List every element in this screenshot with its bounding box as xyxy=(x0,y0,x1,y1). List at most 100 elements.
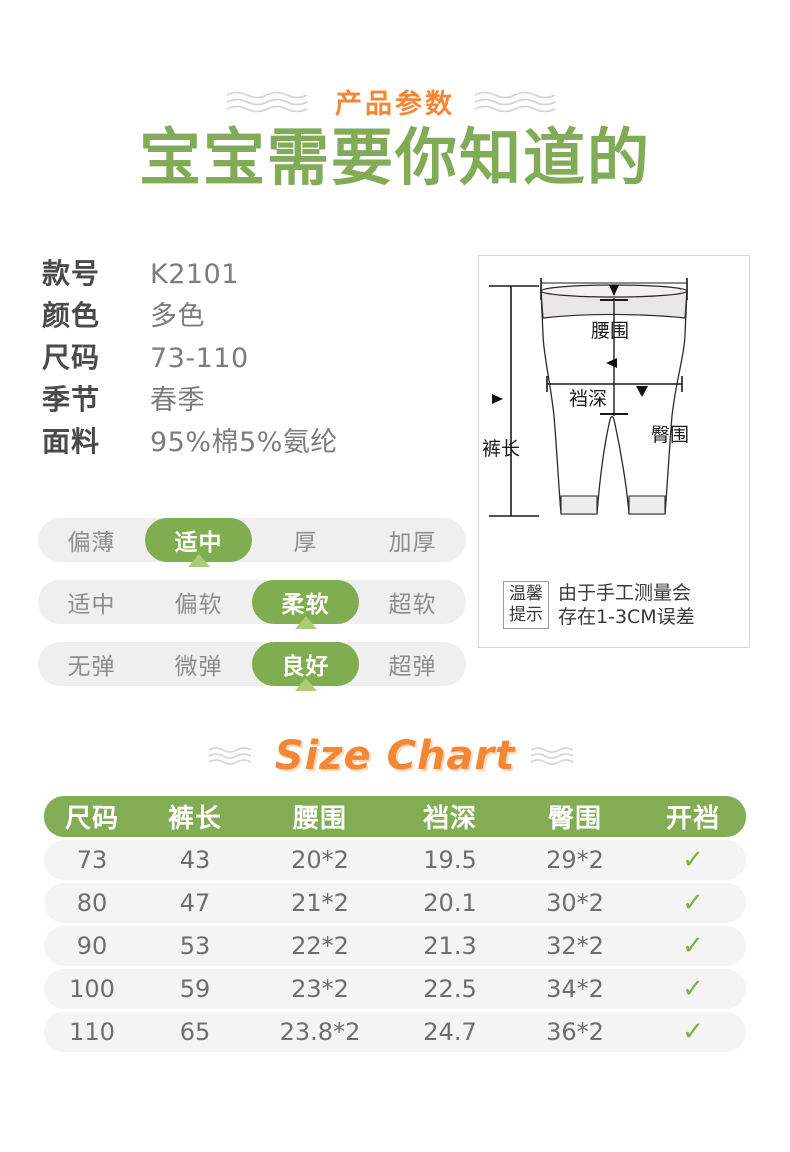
tip-label-line-1: 温馨 xyxy=(509,584,543,604)
cell-waist: 23.8*2 xyxy=(279,1018,361,1046)
tip-text-line-2: 存在1-3CM误差 xyxy=(558,606,695,628)
spec-value: 73-110 xyxy=(150,343,249,374)
size-chart-heading: Size Chart xyxy=(0,733,790,779)
spec-label: 款号 xyxy=(42,257,101,290)
tip-text: 由于手工测量会 存在1-3CM误差 xyxy=(558,581,695,629)
spec-value: K2101 xyxy=(150,259,239,290)
spec-value: 春季 xyxy=(150,385,205,416)
wave-decoration-left xyxy=(226,91,308,112)
checkmark-icon: ✓ xyxy=(682,1017,704,1047)
cell-length: 53 xyxy=(179,932,211,960)
rating-option[interactable]: 无弹 xyxy=(67,654,116,680)
selection-marker-elasticity xyxy=(294,678,317,691)
cell-hip: 34*2 xyxy=(546,975,604,1003)
spec-label: 颜色 xyxy=(42,299,101,332)
rating-option[interactable]: 超软 xyxy=(388,592,437,618)
cell-length: 59 xyxy=(179,975,211,1003)
wave-decoration-right-2 xyxy=(530,747,574,765)
spec-label: 尺码 xyxy=(42,341,101,374)
checkmark-icon: ✓ xyxy=(682,931,704,961)
cell-crotch: 22.5 xyxy=(423,975,477,1003)
label-hip: 臀围 xyxy=(651,424,690,446)
selection-marker-softness xyxy=(294,616,317,629)
tip-text-line-1: 由于手工测量会 xyxy=(558,582,692,604)
label-crotch-depth: 裆深 xyxy=(569,388,608,410)
spec-row-fabric: 面料 95%棉5%氨纶 xyxy=(42,420,442,462)
cell-waist: 21*2 xyxy=(291,889,349,917)
eyebrow-text: 产品参数 xyxy=(335,89,455,120)
rating-option-selected[interactable]: 柔软 xyxy=(281,592,330,618)
rating-option[interactable]: 偏薄 xyxy=(67,530,116,556)
size-chart-table: 尺码 裤长 腰围 裆深 臀围 开裆 73 43 20*2 19.5 29*2 ✓… xyxy=(44,796,746,1055)
column-header-length: 裤长 xyxy=(167,804,222,834)
cell-length: 65 xyxy=(179,1018,211,1046)
spec-value: 多色 xyxy=(150,301,205,332)
size-chart-title: Size Chart xyxy=(274,733,516,779)
spec-label: 面料 xyxy=(42,425,101,458)
table-row: 73 43 20*2 19.5 29*2 ✓ xyxy=(44,840,746,880)
table-row: 100 59 23*2 22.5 34*2 ✓ xyxy=(44,969,746,1009)
rating-option[interactable]: 微弹 xyxy=(174,654,223,680)
selection-marker-thickness xyxy=(187,554,210,567)
pants-measurement-illustration xyxy=(489,278,688,517)
column-header-waist: 腰围 xyxy=(292,804,347,834)
wave-decoration-left-2 xyxy=(208,747,252,765)
wave-decoration-right xyxy=(474,91,556,112)
spec-row-color: 颜色 多色 xyxy=(42,294,442,336)
column-header-crotch: 裆深 xyxy=(422,804,477,834)
cell-size: 100 xyxy=(69,975,115,1003)
rating-rows: 偏薄 适中 厚 加厚 适中 偏软 柔软 超软 无弹 微弹 良好 超弹 xyxy=(38,518,466,704)
column-header-hip: 臀围 xyxy=(547,804,602,834)
cell-hip: 32*2 xyxy=(546,932,604,960)
cell-crotch: 24.7 xyxy=(423,1018,477,1046)
checkmark-icon: ✓ xyxy=(682,974,704,1004)
label-waist: 腰围 xyxy=(591,320,630,342)
section-eyebrow: 产品参数 xyxy=(0,82,790,121)
cell-size: 80 xyxy=(76,889,108,917)
column-header-size: 尺码 xyxy=(64,804,119,834)
cell-hip: 29*2 xyxy=(546,846,604,874)
cell-length: 43 xyxy=(179,846,211,874)
table-header-row: 尺码 裤长 腰围 裆深 臀围 开裆 xyxy=(44,796,746,837)
table-row: 80 47 21*2 20.1 30*2 ✓ xyxy=(44,883,746,923)
cell-crotch: 21.3 xyxy=(423,932,477,960)
cell-hip: 30*2 xyxy=(546,889,604,917)
rating-option[interactable]: 超弹 xyxy=(388,654,437,680)
cell-length: 47 xyxy=(179,889,211,917)
rating-row-thickness: 偏薄 适中 厚 加厚 xyxy=(38,518,466,567)
checkmark-icon: ✓ xyxy=(682,845,704,875)
column-header-open-crotch: 开裆 xyxy=(665,804,720,834)
rating-row-softness: 适中 偏软 柔软 超软 xyxy=(38,580,466,629)
cell-hip: 36*2 xyxy=(546,1018,604,1046)
rating-option[interactable]: 偏软 xyxy=(174,592,223,618)
cell-size: 90 xyxy=(76,932,108,960)
cell-waist: 20*2 xyxy=(291,846,349,874)
spec-value: 95%棉5%氨纶 xyxy=(150,427,338,458)
table-row: 90 53 22*2 21.3 32*2 ✓ xyxy=(44,926,746,966)
rating-row-elasticity: 无弹 微弹 良好 超弹 xyxy=(38,642,466,691)
rating-option[interactable]: 适中 xyxy=(67,592,116,618)
spec-label: 季节 xyxy=(42,383,101,416)
rating-option-selected[interactable]: 良好 xyxy=(281,654,330,680)
rating-option[interactable]: 厚 xyxy=(293,530,318,556)
cell-size: 73 xyxy=(76,846,108,874)
checkmark-icon: ✓ xyxy=(682,888,704,918)
measurement-tip-box: 温馨 提示 由于手工测量会 存在1-3CM误差 xyxy=(503,581,695,629)
tip-label-line-2: 提示 xyxy=(509,605,543,625)
cell-size: 110 xyxy=(69,1018,115,1046)
page-title: 宝宝需要你知道的 xyxy=(138,121,651,194)
measurement-diagram-card: 腰围 裆深 臀围 裤长 温馨 提示 由于手工测量会 存在1-3CM误差 xyxy=(478,255,750,648)
cell-waist: 23*2 xyxy=(291,975,349,1003)
rating-option[interactable]: 加厚 xyxy=(388,530,437,556)
table-row: 110 65 23.8*2 24.7 36*2 ✓ xyxy=(44,1012,746,1052)
spec-row-season: 季节 春季 xyxy=(42,378,442,420)
rating-option-selected[interactable]: 适中 xyxy=(174,530,223,556)
label-pant-length: 裤长 xyxy=(482,438,521,460)
spec-row-size: 尺码 73-110 xyxy=(42,336,442,378)
cell-waist: 22*2 xyxy=(291,932,349,960)
cell-crotch: 20.1 xyxy=(423,889,477,917)
cell-crotch: 19.5 xyxy=(423,846,477,874)
spec-row-style-no: 款号 K2101 xyxy=(42,252,442,294)
tip-label: 温馨 提示 xyxy=(503,581,549,629)
